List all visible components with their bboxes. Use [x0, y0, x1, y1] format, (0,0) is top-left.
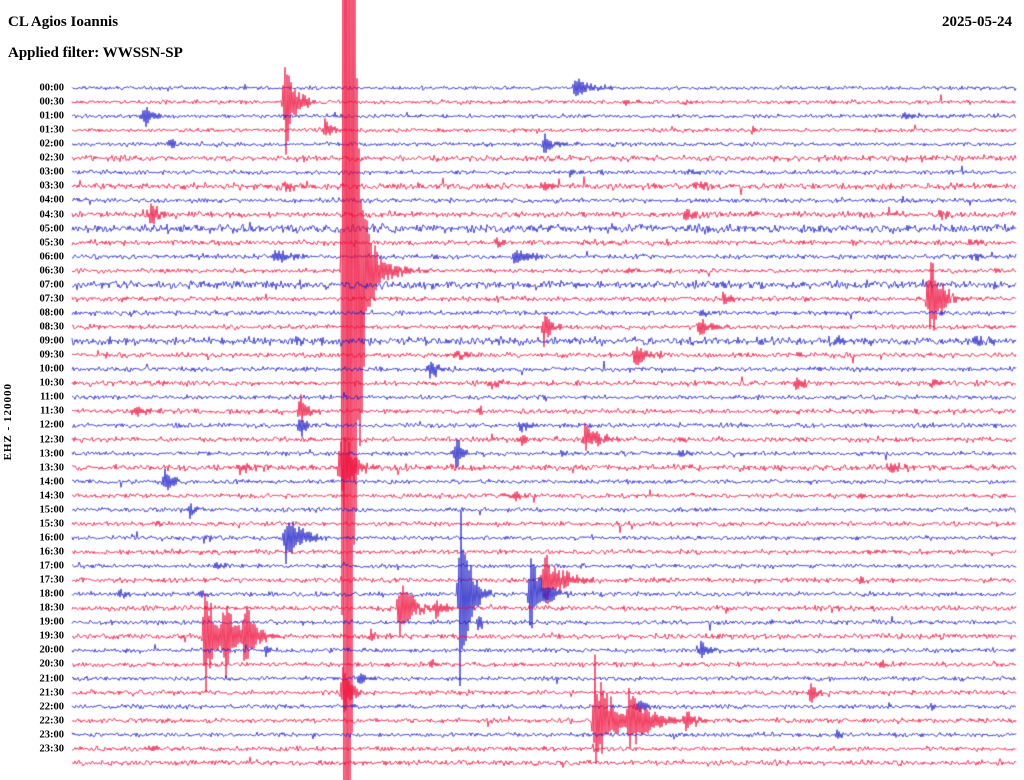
time-label: 12:30	[39, 434, 65, 445]
time-label: 15:00	[39, 504, 65, 516]
time-label: 20:00	[39, 644, 65, 656]
time-label: 00:00	[39, 82, 65, 94]
time-label: 03:00	[39, 166, 65, 178]
time-label: 13:30	[39, 462, 65, 474]
time-label: 18:30	[39, 602, 65, 614]
time-label: 12:00	[39, 419, 65, 431]
time-label: 05:00	[39, 223, 65, 235]
time-label: 17:30	[39, 574, 65, 586]
time-label: 03:30	[39, 180, 65, 192]
time-label: 11:00	[40, 391, 64, 403]
time-label: 00:30	[39, 96, 65, 108]
time-label: 01:00	[39, 110, 65, 122]
time-label: 09:00	[39, 335, 65, 347]
time-label: 09:30	[39, 349, 65, 361]
time-label: 16:00	[39, 532, 65, 544]
time-label: 23:30	[39, 743, 65, 755]
time-label: 06:30	[39, 265, 65, 277]
time-label: 08:00	[39, 307, 65, 319]
time-label: 13:00	[39, 448, 65, 460]
time-label: 21:00	[39, 673, 65, 685]
time-label: 21:30	[39, 687, 65, 699]
date-label: 2025-05-24	[942, 14, 1012, 30]
time-label: 10:00	[39, 363, 65, 375]
time-label: 16:30	[39, 546, 65, 558]
time-label: 06:00	[39, 251, 65, 263]
time-label: 07:00	[39, 279, 65, 291]
time-label: 08:30	[39, 321, 65, 333]
time-label: 19:30	[39, 630, 65, 642]
time-label: 18:00	[39, 588, 65, 600]
time-label: 10:30	[39, 377, 65, 389]
station-title: CL Agios Ioannis	[8, 14, 119, 30]
time-label: 22:30	[39, 715, 65, 727]
time-label: 02:30	[39, 152, 65, 164]
time-label: 02:00	[39, 138, 65, 150]
time-label: 14:00	[39, 476, 65, 488]
time-label: 05:30	[39, 237, 65, 249]
filter-label: Applied filter: WWSSN-SP	[8, 45, 183, 61]
time-label: 22:00	[39, 701, 65, 713]
time-label: 11:30	[40, 405, 64, 417]
time-label: 23:00	[39, 729, 65, 741]
time-label: 19:00	[39, 616, 65, 628]
time-label: 15:30	[39, 518, 65, 530]
time-label: 04:30	[39, 209, 65, 221]
time-label: 14:30	[39, 490, 65, 502]
time-label: 04:00	[39, 194, 65, 206]
time-label: 07:30	[39, 293, 65, 305]
channel-axis-label: EHZ - 120000	[2, 383, 14, 461]
time-label: 01:30	[39, 124, 65, 136]
time-label: 17:00	[39, 560, 65, 572]
time-label: 20:30	[39, 658, 65, 670]
